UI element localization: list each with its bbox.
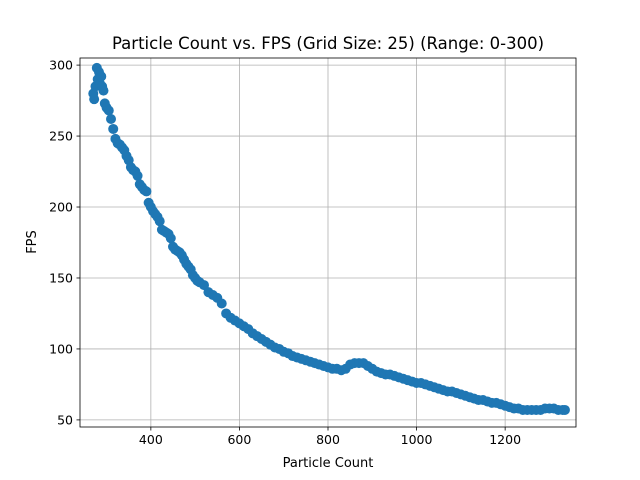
data-point: [106, 114, 116, 125]
data-point: [216, 298, 227, 309]
data-point: [108, 123, 119, 134]
x-tick-label: 800: [316, 432, 340, 447]
data-point: [96, 71, 107, 82]
data-point: [103, 105, 114, 116]
y-axis-label: FPS: [25, 230, 40, 254]
chart-title: Particle Count vs. FPS (Grid Size: 25) (…: [112, 34, 544, 53]
grid: [80, 58, 576, 427]
ticks: 400 600 800 1000 1200 50 100 150 200 250 300: [49, 58, 521, 447]
x-tick-label: 1200: [489, 432, 521, 447]
x-tick-label: 600: [227, 432, 251, 447]
y-tick-label: 50: [57, 412, 73, 427]
data-point: [98, 85, 109, 96]
y-tick-label: 150: [49, 270, 73, 285]
y-tick-label: 250: [49, 129, 73, 144]
x-axis-label: Particle Count: [283, 456, 374, 471]
data-point: [154, 216, 165, 227]
y-tick-label: 200: [49, 200, 73, 215]
data-point: [165, 233, 176, 244]
x-tick-label: 400: [139, 432, 163, 447]
data-point: [132, 170, 143, 181]
scatter-points: [88, 62, 570, 415]
x-tick-label: 1000: [401, 432, 433, 447]
data-point: [559, 404, 570, 415]
data-point: [141, 186, 152, 197]
y-tick-label: 100: [49, 341, 73, 356]
y-tick-label: 300: [49, 58, 73, 73]
data-point: [89, 94, 100, 105]
